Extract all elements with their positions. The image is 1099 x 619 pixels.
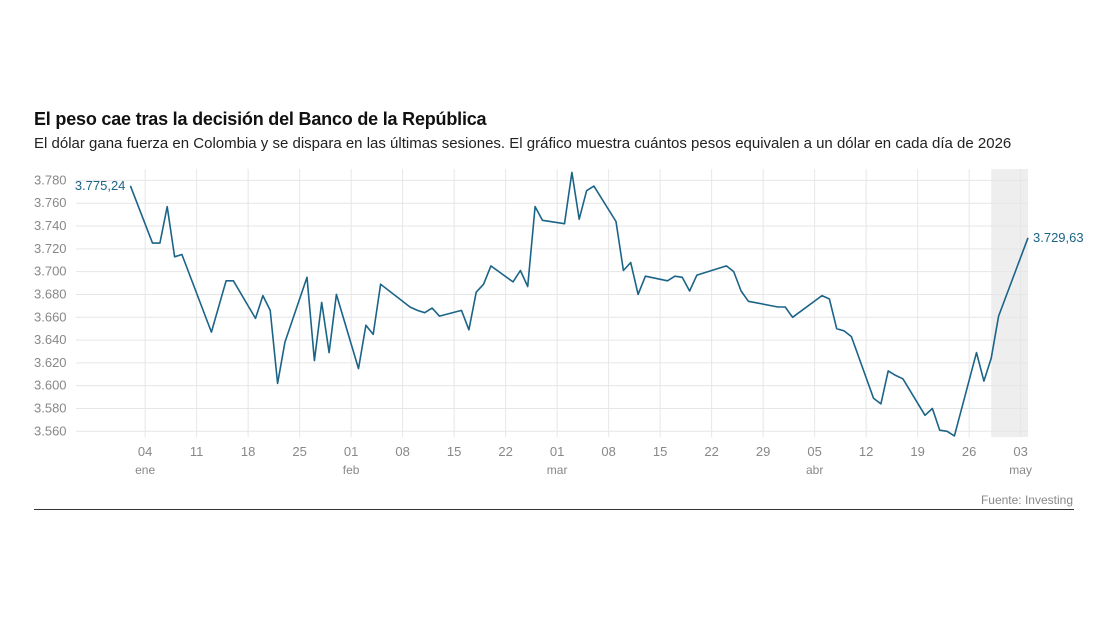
y-tick-label: 3.580 xyxy=(34,400,67,415)
x-tick-label: 11 xyxy=(190,444,204,459)
x-month-label: abr xyxy=(806,463,823,477)
series-line xyxy=(129,171,1029,437)
x-tick-label: 08 xyxy=(395,444,409,459)
y-tick-label: 3.600 xyxy=(34,378,67,393)
x-tick-label: 29 xyxy=(756,444,770,459)
x-tick-label: 08 xyxy=(601,444,615,459)
x-month-label: feb xyxy=(343,463,360,477)
source-note: Fuente: Investing xyxy=(980,493,1073,507)
x-month-label: may xyxy=(1009,463,1032,477)
y-tick-label: 3.760 xyxy=(34,195,67,210)
x-tick-label: 04 xyxy=(138,444,152,459)
y-tick-label: 3.740 xyxy=(34,218,67,233)
x-month-label: mar xyxy=(547,463,568,477)
x-tick-label: 25 xyxy=(292,444,306,459)
x-tick-label: 18 xyxy=(241,444,255,459)
y-tick-label: 3.780 xyxy=(34,172,67,187)
chart-subtitle: El dólar gana fuerza en Colombia y se di… xyxy=(34,135,1012,152)
y-tick-label: 3.700 xyxy=(34,264,67,279)
y-tick-label: 3.640 xyxy=(34,332,67,347)
x-tick-label: 15 xyxy=(447,444,461,459)
x-tick-label: 05 xyxy=(807,444,821,459)
bottom-rule xyxy=(34,509,1074,510)
highlight-band xyxy=(991,169,1028,437)
x-tick-label: 15 xyxy=(653,444,667,459)
chart-title: El peso cae tras la decisión del Banco d… xyxy=(34,109,487,129)
y-tick-label: 3.560 xyxy=(34,423,67,438)
x-month-label: ene xyxy=(135,463,155,477)
y-tick-label: 3.680 xyxy=(34,286,67,301)
x-tick-label: 12 xyxy=(859,444,873,459)
y-tick-label: 3.660 xyxy=(34,309,67,324)
end-value-label: 3.729,63 xyxy=(1033,230,1084,245)
x-tick-label: 19 xyxy=(910,444,924,459)
y-tick-label: 3.720 xyxy=(34,241,67,256)
start-value-label: 3.775,24 xyxy=(75,178,126,193)
x-tick-label: 01 xyxy=(344,444,358,459)
y-tick-label: 3.620 xyxy=(34,355,67,370)
x-tick-label: 01 xyxy=(550,444,564,459)
x-tick-label: 03 xyxy=(1013,444,1027,459)
x-tick-label: 22 xyxy=(498,444,512,459)
x-tick-label: 26 xyxy=(962,444,976,459)
x-tick-label: 22 xyxy=(704,444,718,459)
line-chart: 3.560 3.580 3.600 3.620 3.640 3.660 3.680 3.700… xyxy=(34,169,1084,477)
